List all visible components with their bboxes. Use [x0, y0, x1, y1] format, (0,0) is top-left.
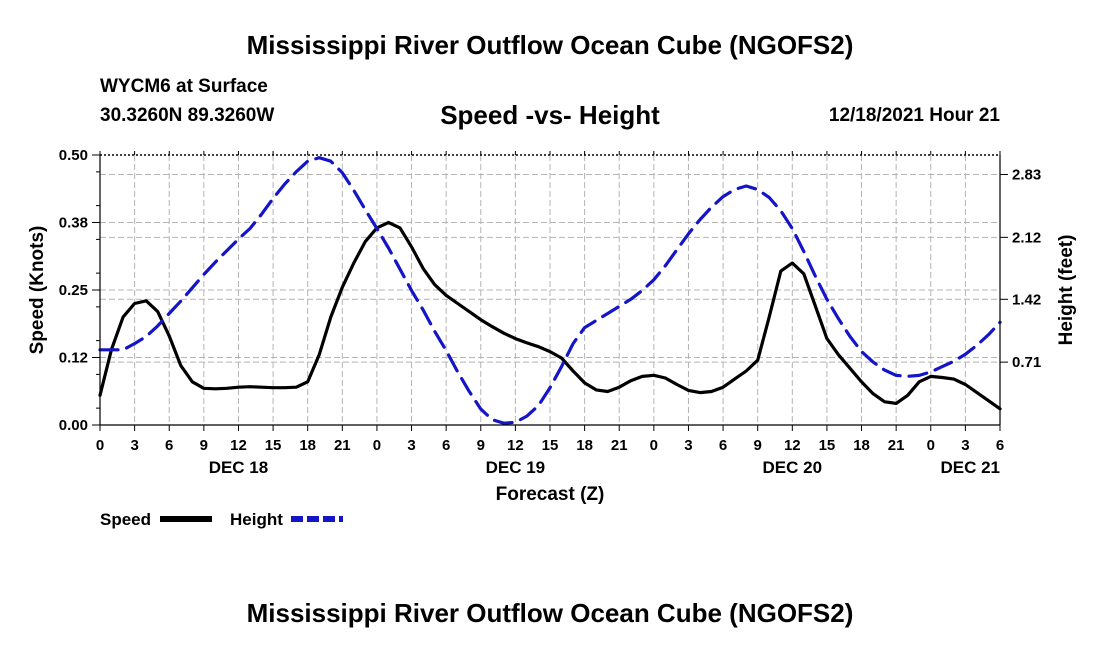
- x-tick-label: 9: [200, 437, 208, 454]
- x-tick-label: 21: [334, 437, 351, 454]
- x-tick-label: 9: [754, 437, 762, 454]
- legend: Speed Height: [100, 510, 343, 529]
- y-tick-right-label: 2.83: [1012, 166, 1041, 183]
- grid: [100, 155, 1000, 425]
- legend-speed-label: Speed: [100, 510, 151, 529]
- x-tick-label: 12: [507, 437, 524, 454]
- x-tick-label: 0: [650, 437, 658, 454]
- day-label: DEC 18: [209, 458, 269, 477]
- y-tick-left-label: 0.25: [59, 282, 88, 299]
- y-tick-right-label: 0.71: [1012, 354, 1041, 371]
- x-tick-label: 15: [265, 437, 282, 454]
- footer-title: Mississippi River Outflow Ocean Cube (NG…: [246, 598, 854, 628]
- y-axis-left-label: Speed (Knots): [27, 226, 48, 355]
- coordinates-label: 30.3260N 89.3260W: [100, 105, 275, 126]
- x-tick-label: 6: [165, 437, 173, 454]
- x-tick-label: 6: [442, 437, 450, 454]
- x-tick-label: 0: [927, 437, 935, 454]
- x-tick-label: 0: [96, 437, 104, 454]
- x-tick-label: 12: [784, 437, 801, 454]
- y-tick-left-label: 0.38: [59, 215, 88, 232]
- x-tick-label: 9: [477, 437, 485, 454]
- x-tick-label: 12: [230, 437, 247, 454]
- x-tick-label: 3: [961, 437, 969, 454]
- speed-height-chart: 0 3 6 9 12 15 18 21 0 3 6 9 12 15 18 21 0 3 6 9 12 15 18 21 0 3 6 D…: [27, 147, 1077, 529]
- x-tick-label: 6: [996, 437, 1004, 454]
- chart-subtitle: Speed -vs- Height: [440, 100, 660, 130]
- y-tick-right-label: 1.42: [1012, 291, 1041, 308]
- legend-height-label: Height: [230, 510, 283, 529]
- station-label: WYCM6 at Surface: [100, 76, 268, 97]
- series-layer: [98, 156, 1002, 425]
- x-axis-label: Forecast (Z): [496, 484, 605, 505]
- x-tick-label: 0: [373, 437, 381, 454]
- y-tick-left-label: 0.00: [59, 417, 88, 434]
- x-tick-label: 18: [299, 437, 316, 454]
- y-axis-right-label: Height (feet): [1056, 235, 1077, 346]
- x-tick-label: 18: [853, 437, 870, 454]
- y-tick-right-label: 2.12: [1012, 229, 1041, 246]
- forecast-timestamp: 12/18/2021 Hour 21: [828, 105, 1000, 126]
- day-label: DEC 21: [940, 458, 1000, 477]
- y-tick-left-label: 0.50: [59, 147, 88, 164]
- day-label: DEC 19: [486, 458, 546, 477]
- series-line-speed: [98, 220, 1002, 411]
- series-line-height: [98, 156, 1002, 425]
- x-tick-label: 21: [611, 437, 628, 454]
- x-tick-label: 21: [888, 437, 905, 454]
- y-tick-left-label: 0.12: [59, 350, 88, 367]
- chart-title: Mississippi River Outflow Ocean Cube (NG…: [246, 30, 854, 60]
- x-tick-label: 18: [576, 437, 593, 454]
- x-tick-label: 3: [130, 437, 138, 454]
- axes: 0 3 6 9 12 15 18 21 0 3 6 9 12 15 18 21 0 3 6 9 12 15 18 21 0 3 6 D…: [59, 147, 1041, 477]
- x-tick-label: 3: [407, 437, 415, 454]
- x-tick-label: 6: [719, 437, 727, 454]
- x-tick-label: 3: [684, 437, 692, 454]
- day-label: DEC 20: [763, 458, 823, 477]
- x-tick-label: 15: [542, 437, 559, 454]
- x-tick-label: 15: [819, 437, 836, 454]
